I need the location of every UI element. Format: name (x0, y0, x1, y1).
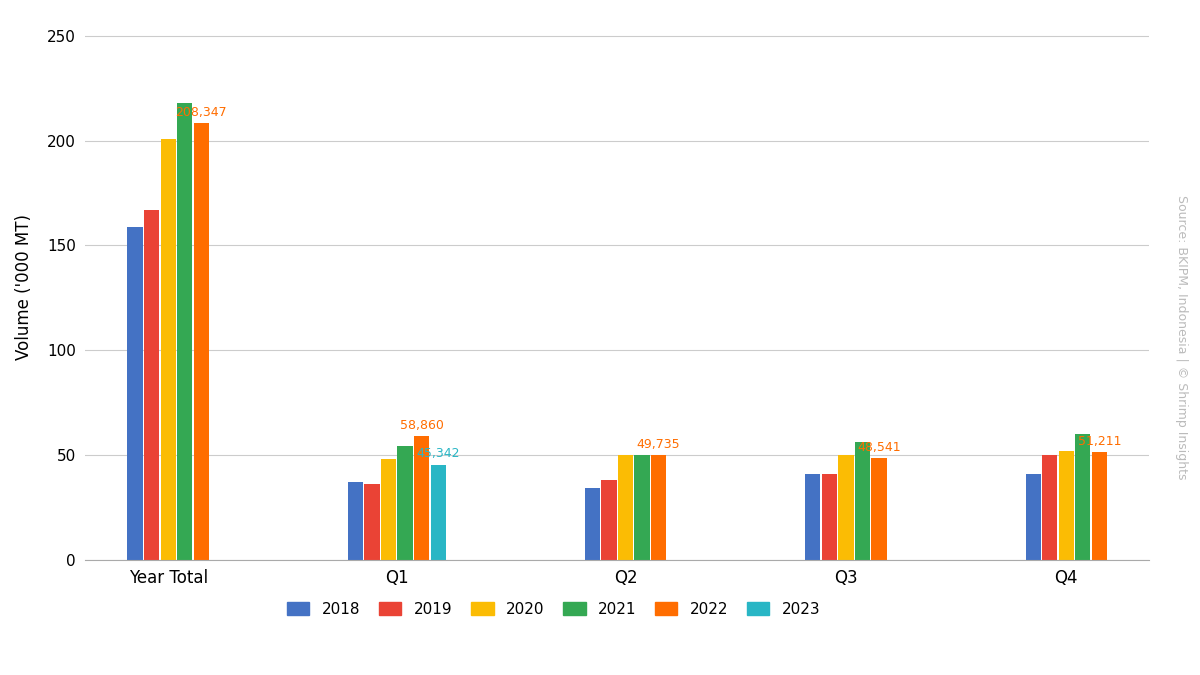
Bar (871, 458, 887, 560)
Text: Source: BKIPM, Indonesia | © Shrimp Insights: Source: BKIPM, Indonesia | © Shrimp Insi… (1175, 195, 1188, 480)
Bar (161, 138, 175, 560)
Text: 208,347: 208,347 (175, 106, 227, 119)
Bar (1026, 474, 1040, 560)
Bar (1092, 452, 1108, 560)
Legend: 2018, 2019, 2020, 2021, 2022, 2023: 2018, 2019, 2020, 2021, 2022, 2023 (281, 595, 827, 623)
Text: 48,541: 48,541 (857, 441, 901, 454)
Bar (635, 455, 649, 560)
Bar (618, 455, 634, 560)
Text: 58,860: 58,860 (400, 419, 444, 432)
Bar (348, 482, 364, 560)
Bar (822, 474, 836, 560)
Bar (584, 488, 600, 560)
Bar (839, 455, 853, 560)
Text: 49,735: 49,735 (637, 438, 680, 451)
Bar (178, 103, 192, 560)
Bar (601, 480, 617, 560)
Bar (1075, 434, 1091, 560)
Bar (193, 123, 209, 560)
Bar (144, 210, 160, 560)
Bar (1058, 451, 1074, 560)
Bar (414, 436, 430, 560)
Y-axis label: Volume ('000 MT): Volume ('000 MT) (14, 214, 34, 360)
Bar (805, 474, 821, 560)
Text: 45,342: 45,342 (416, 448, 460, 460)
Bar (397, 446, 413, 560)
Bar (127, 227, 143, 560)
Bar (431, 464, 445, 560)
Bar (854, 442, 870, 560)
Bar (380, 459, 396, 560)
Bar (1043, 455, 1057, 560)
Bar (650, 456, 666, 560)
Text: 51,211: 51,211 (1078, 435, 1121, 448)
Bar (365, 484, 379, 560)
